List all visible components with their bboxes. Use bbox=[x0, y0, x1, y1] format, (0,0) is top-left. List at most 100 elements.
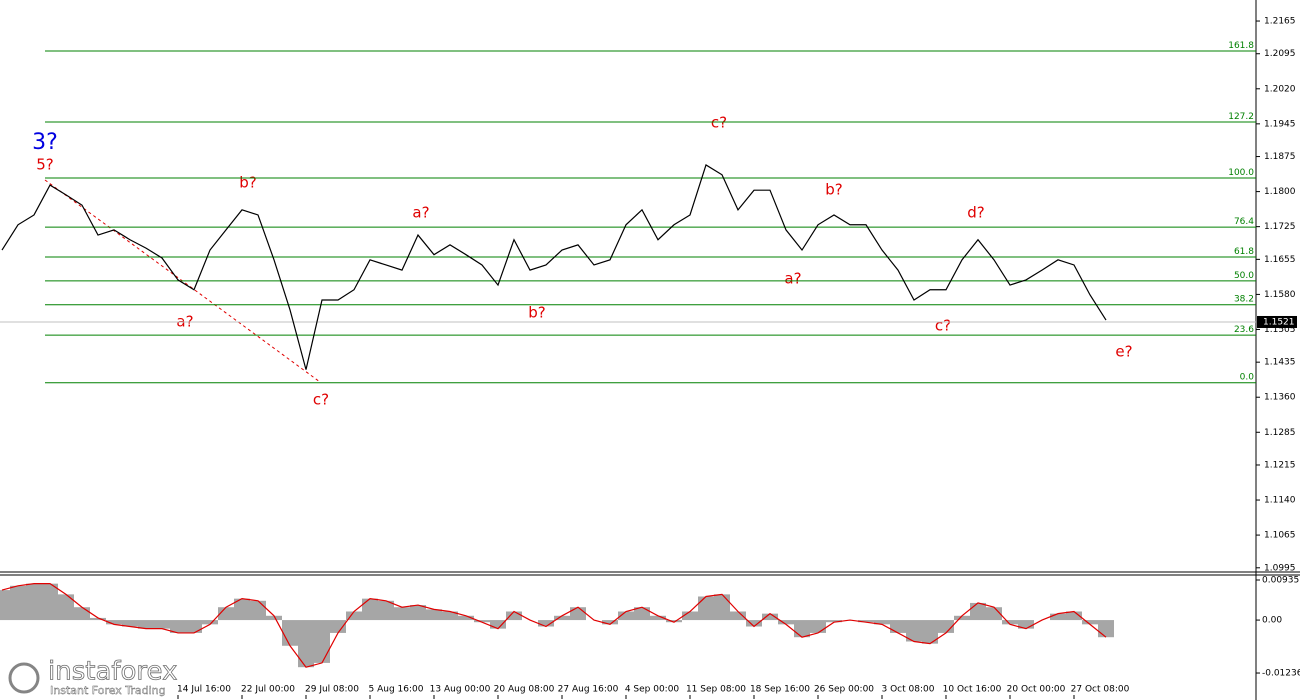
histogram-bar bbox=[282, 620, 298, 646]
histogram-bar bbox=[1082, 620, 1098, 625]
x-tick-label: 14 Jul 16:00 bbox=[177, 685, 231, 695]
histogram-bar bbox=[762, 613, 778, 621]
histogram-bar bbox=[1018, 620, 1034, 629]
wave-label: c? bbox=[711, 114, 727, 132]
fib-label: 161.8 bbox=[1228, 41, 1254, 51]
histogram-bar bbox=[186, 620, 202, 633]
histogram-bar bbox=[410, 605, 426, 621]
histogram-bar bbox=[810, 620, 826, 633]
wave-label: c? bbox=[313, 391, 329, 409]
histogram-bar bbox=[474, 620, 490, 623]
histogram-bar bbox=[362, 598, 378, 621]
histogram-bar bbox=[250, 600, 266, 621]
x-tick-label: 5 Aug 16:00 bbox=[369, 685, 424, 695]
y-tick-label: 1.1435 bbox=[1264, 358, 1296, 368]
x-tick-label: 3 Oct 08:00 bbox=[882, 685, 935, 695]
histogram-bar bbox=[346, 611, 362, 621]
wave-label: d? bbox=[967, 204, 984, 222]
x-tick-label: 10 Oct 16:00 bbox=[943, 685, 1002, 695]
current-price-label: 1.1521 bbox=[1263, 317, 1295, 327]
x-tick-label: 27 Aug 16:00 bbox=[558, 685, 619, 695]
histogram-bar bbox=[122, 620, 138, 627]
fib-label: 61.8 bbox=[1234, 247, 1254, 257]
histogram-bar bbox=[154, 620, 170, 629]
histogram-bar bbox=[906, 620, 922, 642]
histogram-bar bbox=[874, 620, 890, 625]
histogram-bar bbox=[858, 620, 874, 623]
histogram-bar bbox=[938, 620, 954, 633]
histogram-bar bbox=[1066, 611, 1082, 621]
histogram-bar bbox=[602, 620, 618, 625]
x-tick-label: 27 Oct 08:00 bbox=[1071, 685, 1130, 695]
y-tick-label: 0.00 bbox=[1262, 616, 1282, 626]
y-tick-label: 1.1140 bbox=[1264, 496, 1296, 506]
x-tick-label: 20 Aug 08:00 bbox=[494, 685, 555, 695]
histogram-bar bbox=[442, 611, 458, 621]
histogram-bar bbox=[298, 620, 314, 668]
wave-label: b? bbox=[239, 174, 256, 192]
y-tick-label: 1.1360 bbox=[1264, 393, 1296, 403]
wave-label: e? bbox=[1115, 343, 1132, 361]
y-tick-label: 0.00935 bbox=[1262, 576, 1299, 586]
x-tick-label: 4 Sep 00:00 bbox=[625, 685, 680, 695]
y-tick-label: 1.1800 bbox=[1264, 187, 1296, 197]
histogram-bar bbox=[394, 607, 410, 621]
watermark-logo bbox=[8, 662, 40, 694]
wave-label: b? bbox=[528, 304, 545, 322]
y-tick-label: 1.1215 bbox=[1264, 460, 1296, 470]
histogram-bar bbox=[74, 607, 90, 621]
histogram-bar bbox=[570, 607, 586, 621]
y-tick-label: 1.1945 bbox=[1264, 119, 1296, 129]
wave-label: b? bbox=[825, 181, 842, 199]
x-tick-label: 13 Aug 00:00 bbox=[430, 685, 491, 695]
histogram-bar bbox=[1002, 620, 1018, 625]
current-price-tag bbox=[1257, 315, 1297, 328]
histogram-bar bbox=[794, 620, 810, 638]
histogram-bar bbox=[826, 620, 842, 623]
histogram-bar bbox=[954, 615, 970, 621]
histogram-bar bbox=[0, 590, 10, 621]
histogram-bar bbox=[778, 620, 794, 625]
wave-label: 3? bbox=[32, 130, 58, 155]
histogram-bar bbox=[266, 615, 282, 621]
histogram-bar bbox=[554, 615, 570, 621]
histogram-bar bbox=[106, 620, 122, 625]
histogram-bar bbox=[218, 607, 234, 621]
histogram-bar bbox=[666, 620, 682, 623]
x-tick-label: 22 Jul 00:00 bbox=[241, 685, 295, 695]
y-tick-label: 1.1065 bbox=[1264, 531, 1296, 541]
histogram-bar bbox=[1098, 620, 1114, 638]
histogram-bar bbox=[506, 611, 522, 621]
fib-label: 23.6 bbox=[1234, 325, 1254, 335]
x-tick-label: 18 Sep 16:00 bbox=[750, 685, 810, 695]
watermark-brand: instaforex bbox=[48, 657, 177, 687]
y-tick-label: 1.1725 bbox=[1264, 222, 1296, 232]
histogram-bar bbox=[1050, 613, 1066, 621]
histogram-bar bbox=[202, 620, 218, 625]
fib-label: 100.0 bbox=[1228, 168, 1254, 178]
histogram-bar bbox=[26, 583, 42, 621]
histogram-bar bbox=[682, 611, 698, 621]
x-tick-label: 11 Sep 08:00 bbox=[686, 685, 746, 695]
y-tick-label: 1.2165 bbox=[1264, 17, 1296, 27]
histogram-bar bbox=[90, 617, 106, 621]
histogram-bar bbox=[378, 600, 394, 621]
x-tick-label: 29 Jul 08:00 bbox=[305, 685, 359, 695]
histogram-bar bbox=[490, 620, 506, 629]
histogram-bar bbox=[330, 620, 346, 633]
histogram-bar bbox=[10, 585, 26, 621]
wave-label: a? bbox=[784, 270, 801, 288]
histogram-bar bbox=[698, 596, 714, 621]
histogram-bar bbox=[970, 602, 986, 621]
histogram-bar bbox=[714, 594, 730, 621]
wave-label: c? bbox=[935, 317, 951, 335]
histogram-bar bbox=[58, 594, 74, 621]
histogram-bar bbox=[170, 620, 186, 633]
fib-label: 0.0 bbox=[1240, 373, 1255, 383]
histogram-bar bbox=[426, 609, 442, 621]
y-tick-label: 1.0995 bbox=[1264, 563, 1296, 573]
histogram-bar bbox=[746, 620, 762, 627]
y-tick-label: 1.1875 bbox=[1264, 152, 1296, 162]
